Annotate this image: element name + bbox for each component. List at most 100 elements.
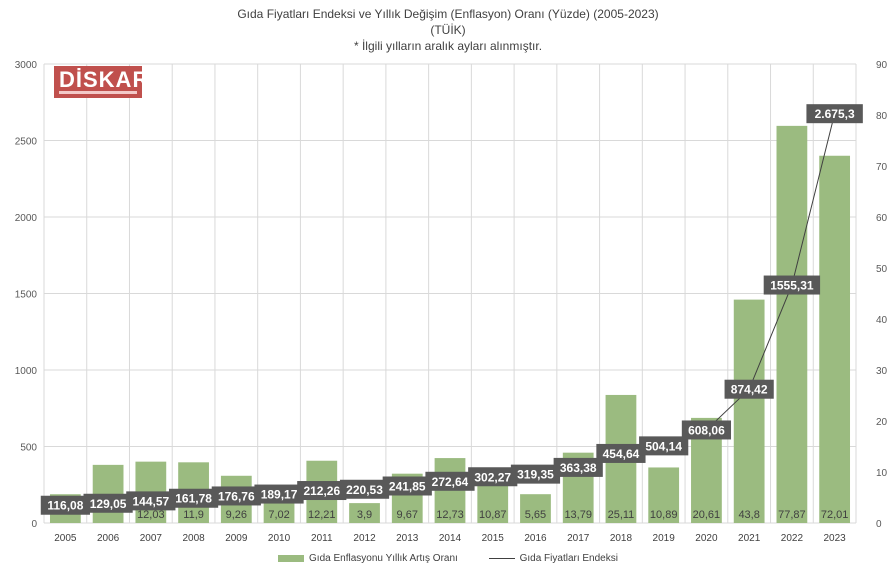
x-tick-label: 2012 — [353, 533, 376, 544]
y-left-tick-label: 2500 — [15, 137, 38, 148]
legend-item-bars: Gıda Enflasyonu Yıllık Artış Oranı — [278, 553, 458, 564]
line-value-label: 608,06 — [688, 423, 725, 437]
y-right-tick-label: 60 — [876, 213, 888, 224]
x-tick-label: 2008 — [182, 533, 205, 544]
bar-value-label: 5,65 — [525, 509, 546, 521]
legend-label-bars: Gıda Enflasyonu Yıllık Artış Oranı — [309, 553, 458, 564]
y-right-tick-label: 10 — [876, 468, 888, 479]
line-label-box — [83, 493, 133, 513]
logo-text: DİSKAR — [59, 67, 150, 92]
line-label-box — [40, 495, 90, 515]
chart-subtitle: (TÜİK) — [430, 23, 466, 37]
bar-value-label: 20,61 — [693, 509, 721, 521]
y-left-tick-label: 2000 — [15, 213, 38, 224]
line-value-label: 2.675,3 — [815, 107, 855, 121]
bar — [819, 155, 851, 523]
line-value-label: 116,08 — [47, 499, 83, 513]
bar-value-label: 72,01 — [821, 509, 849, 521]
bar-value-label: 7,02 — [268, 509, 289, 521]
line-label-box — [806, 104, 863, 124]
bar — [349, 503, 380, 523]
bar-value-label: 9,26 — [226, 509, 247, 521]
line-label-box — [168, 488, 219, 508]
bar-value-label: 12,21 — [308, 509, 336, 521]
y-right-tick-label: 90 — [876, 60, 888, 71]
legend: Gıda Enflasyonu Yıllık Artış Oranı Gıda … — [0, 553, 896, 564]
x-tick-label: 2015 — [482, 533, 505, 544]
x-tick-label: 2009 — [225, 533, 248, 544]
line-label-box — [126, 491, 176, 511]
line-value-label: 212,26 — [303, 484, 340, 498]
line-label-box — [468, 467, 518, 487]
line-label-box — [425, 471, 475, 491]
bar-value-label: 10,89 — [650, 509, 678, 521]
line-value-label: 1555,31 — [770, 279, 814, 293]
bar — [648, 467, 680, 523]
line-label-box — [297, 481, 347, 501]
diskar-logo: DİSKAR — [54, 66, 148, 98]
x-tick-label: 2018 — [610, 533, 633, 544]
y-left-tick-label: 0 — [31, 519, 37, 530]
bar-value-label: 3,9 — [357, 509, 372, 521]
bar-value-label: 12,03 — [137, 509, 165, 521]
y-right-tick-label: 20 — [876, 417, 888, 428]
line-value-label: 363,38 — [560, 461, 597, 475]
line-value-label: 176,76 — [218, 489, 255, 503]
line-value-label: 189,17 — [261, 488, 298, 502]
line-label-box — [724, 379, 774, 399]
x-tick-label: 2006 — [97, 533, 120, 544]
legend-swatch-line — [488, 557, 515, 559]
line-value-label: 129,05 — [90, 497, 127, 511]
bar — [520, 494, 551, 523]
x-tick-label: 2023 — [824, 533, 847, 544]
x-tick-label: 2013 — [396, 533, 419, 544]
line-value-label: 220,53 — [346, 483, 383, 497]
x-tick-label: 2011 — [311, 533, 333, 544]
chart-title: Gıda Fiyatları Endeksi ve Yıllık Değişim… — [237, 7, 659, 21]
bar-value-label: 13,79 — [564, 509, 592, 521]
y-right-tick-label: 30 — [876, 366, 888, 377]
line-value-label: 302,27 — [474, 470, 511, 484]
line-value-label: 272,64 — [432, 475, 469, 489]
x-tick-label: 2014 — [439, 533, 462, 544]
y-right-tick-label: 70 — [876, 162, 888, 173]
bar — [733, 299, 765, 523]
bar-value-label: 43,8 — [738, 509, 759, 521]
x-tick-label: 2022 — [781, 533, 804, 544]
line-value-label: 319,35 — [517, 468, 554, 482]
legend-item-line: Gıda Fiyatları Endeksi — [488, 553, 618, 564]
y-right-tick-label: 0 — [876, 519, 882, 530]
y-right-tick-label: 50 — [876, 264, 888, 275]
title-block: Gıda Fiyatları Endeksi ve Yıllık Değişim… — [0, 6, 896, 54]
y-left-tick-label: 1500 — [15, 290, 38, 301]
line-value-label: 144,57 — [132, 494, 169, 508]
x-tick-label: 2021 — [738, 533, 761, 544]
logo-underline — [59, 91, 137, 94]
line-label-box — [763, 275, 821, 295]
legend-label-line: Gıda Fiyatları Endeksi — [519, 553, 618, 564]
x-tick-label: 2019 — [653, 533, 676, 544]
chart-note: * İlgili yılların aralık ayları alınmışt… — [353, 39, 543, 53]
x-tick-label: 2010 — [268, 533, 291, 544]
bar-value-label: 12,73 — [436, 509, 464, 521]
line-value-label: 504,14 — [645, 439, 682, 453]
bar-value-label: 9,67 — [397, 509, 418, 521]
x-tick-label: 2016 — [524, 533, 547, 544]
line-label-box — [510, 464, 561, 484]
line-value-label: 874,42 — [731, 383, 768, 397]
x-tick-label: 2007 — [140, 533, 163, 544]
line-label-box — [254, 484, 304, 504]
line-label-box — [211, 486, 261, 506]
x-tick-label: 2005 — [54, 533, 77, 544]
line-label-box — [382, 476, 432, 496]
y-right-tick-label: 80 — [876, 111, 888, 122]
legend-swatch-bars — [278, 554, 305, 562]
y-right-tick-label: 40 — [876, 315, 888, 326]
line-value-label: 454,64 — [603, 447, 640, 461]
bar-value-label: 77,87 — [778, 509, 806, 521]
x-tick-label: 2017 — [567, 533, 590, 544]
line-label-box — [639, 436, 689, 456]
x-tick-label: 2020 — [695, 533, 718, 544]
